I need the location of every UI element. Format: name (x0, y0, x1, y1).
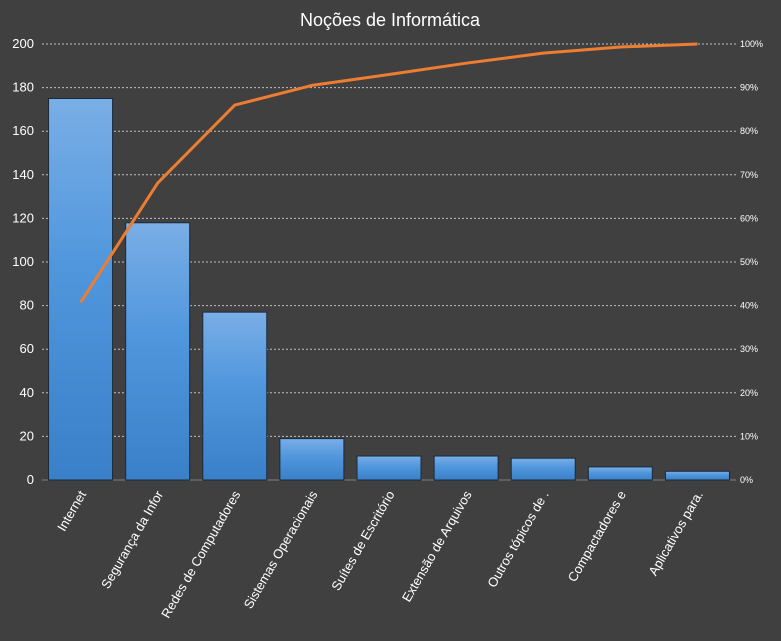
cumulative-line (79, 42, 698, 304)
y2-tick-label: 50% (740, 257, 758, 267)
x-tick-label: Aplicativos para. (645, 488, 706, 578)
y-tick-label: 0 (27, 472, 34, 487)
y-tick-label: 20 (20, 428, 34, 443)
bar (48, 98, 114, 481)
y2-tick-label: 100% (740, 39, 763, 49)
bar (279, 438, 345, 481)
y2-tick-label: 90% (740, 83, 758, 93)
bars (48, 98, 730, 481)
x-tick-label: Internet (54, 488, 89, 534)
y-tick-label: 60 (20, 341, 34, 356)
bar (125, 222, 191, 481)
y-tick-label: 100 (12, 254, 34, 269)
x-tick-label: Outros tópicos de . (484, 488, 552, 590)
chart-title: Noções de Informática (300, 10, 481, 30)
y2-tick-label: 40% (740, 301, 758, 311)
cumulative-line-path (79, 42, 698, 304)
y2-tick-label: 60% (740, 213, 758, 223)
y2-tick-label: 30% (740, 344, 758, 354)
bar (356, 455, 422, 481)
x-tick-label: Compactadores e (565, 488, 629, 584)
x-tick-label: Suítes de Escritório (328, 488, 397, 593)
bar (202, 311, 268, 481)
x-tick-label: Segurança da Infor (98, 487, 167, 591)
y-tick-label: 200 (12, 36, 34, 51)
y-axis-left: 0 20 40 60 80 100 120 140 160 180 200 (12, 36, 34, 487)
y-axis-right: 0% 10% 20% 30% 40% 50% 60% 70% 80% 90% 100% (740, 39, 763, 485)
bar (587, 466, 653, 481)
bar (510, 457, 576, 481)
y-tick-label: 180 (12, 80, 34, 95)
y-tick-label: 80 (20, 298, 34, 313)
y2-tick-label: 0% (740, 475, 753, 485)
x-tick-label: Redes de Computadores (158, 488, 244, 621)
y-tick-label: 120 (12, 210, 34, 225)
y2-tick-label: 80% (740, 126, 758, 136)
bar (664, 470, 730, 481)
x-tick-label: Sistemas Operacionais (241, 488, 321, 612)
y-tick-label: 160 (12, 123, 34, 138)
y2-tick-label: 20% (740, 388, 758, 398)
y-tick-label: 40 (20, 385, 34, 400)
bar (433, 455, 499, 481)
y2-tick-label: 70% (740, 170, 758, 180)
y2-tick-label: 10% (740, 431, 758, 441)
y-tick-label: 140 (12, 167, 34, 182)
x-tick-label: Extensão de Arquivos (399, 488, 475, 605)
